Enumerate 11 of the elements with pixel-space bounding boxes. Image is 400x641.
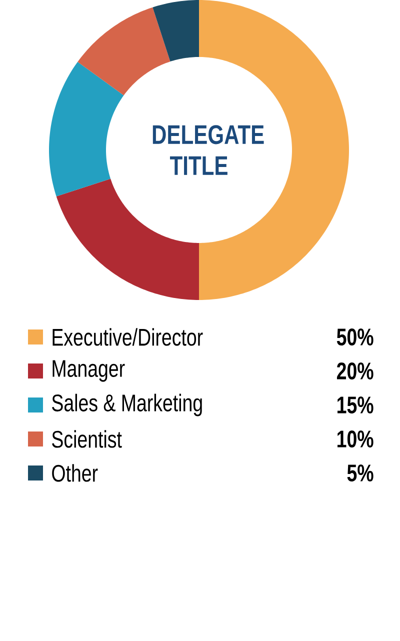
text: DELEGATE TITLE — [152, 125, 264, 175]
legend-label: Executive/Director — [52, 328, 203, 346]
data-label: 10% — [338, 430, 374, 448]
legend-label: Manager — [52, 360, 125, 382]
legend-label: Scientist — [52, 430, 122, 448]
legend-label: Other — [52, 464, 98, 482]
data-label: 50% — [336, 328, 374, 346]
data-label: 20% — [336, 362, 374, 380]
legend-label: Sales & Marketing — [52, 394, 202, 416]
data-label: 15% — [338, 396, 374, 414]
data-label: 5% — [347, 464, 374, 482]
